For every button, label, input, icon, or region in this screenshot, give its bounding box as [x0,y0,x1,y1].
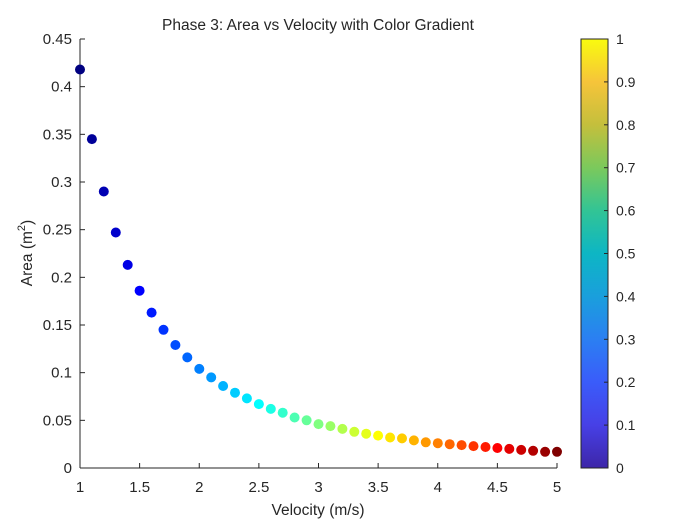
x-axis-ticks: 1 1.5 2 2.5 3 3.5 4 4.5 5 [76,463,561,496]
colorbar-tick-label: 0.6 [616,203,636,219]
colorbar-ticks: 0 0.1 0.2 0.3 0.4 0.5 0.6 0.7 0.8 0.9 1 [604,31,636,476]
data-point [277,407,288,418]
data-point [218,381,229,391]
data-point [480,442,491,452]
data-point [444,439,455,450]
x-tick-label: 2 [195,479,203,496]
colorbar-tick-label: 1 [616,31,624,47]
data-point [432,438,443,449]
data-point [492,443,503,453]
data-point [528,445,539,456]
data-point [361,428,372,439]
data-point [349,426,360,437]
y-axis-ticks: 0 0.05 0.1 0.15 0.2 0.25 0.3 0.35 0.4 0.45 [43,31,85,477]
y-tick-label: 0.2 [51,269,72,286]
x-tick-label: 1 [76,479,84,496]
colorbar: 0 0.1 0.2 0.3 0.4 0.5 0.6 0.7 0.8 0.9 1 [580,31,636,476]
y-axis-label: Area (m2) [16,220,36,286]
data-point [206,372,217,383]
data-point [397,433,407,444]
data-point [385,432,396,443]
y-axis-label-text: Area (m [19,231,36,286]
x-tick-label: 1.5 [129,479,150,496]
data-point [540,446,551,457]
y-tick-label: 0.15 [43,317,72,334]
data-point [516,444,527,455]
x-tick-label: 4 [434,479,442,496]
colorbar-tick-label: 0.9 [616,74,636,90]
data-point [420,437,431,448]
colorbar-tick-label: 0.3 [616,331,636,347]
data-point [75,64,85,75]
data-points [75,64,562,457]
data-point [325,421,336,432]
y-axis-label-end: ) [19,220,36,225]
data-point [253,399,264,410]
data-point [182,352,193,363]
data-point [468,441,479,452]
data-point [552,446,562,457]
data-point [313,419,324,430]
data-point [408,435,419,446]
y-tick-label: 0.3 [51,174,72,191]
data-point [98,186,109,197]
data-point [289,412,300,423]
x-tick-label: 5 [553,479,561,496]
chart-title: Phase 3: Area vs Velocity with Color Gra… [162,17,475,34]
data-point [456,440,467,451]
y-tick-label: 0.45 [43,31,72,48]
x-tick-label: 4.5 [487,479,508,496]
colorbar-tick-label: 0.8 [616,117,636,133]
colorbar-gradient [580,38,609,469]
x-axis-label: Velocity (m/s) [271,502,364,519]
x-tick-label: 3 [314,479,322,496]
y-tick-label: 0.4 [51,79,72,96]
y-tick-label: 0.25 [43,222,72,239]
data-point [373,430,384,441]
data-point [146,307,157,318]
colorbar-tick-label: 0.5 [616,246,636,262]
data-point [194,363,205,374]
data-point [265,403,276,414]
data-point [158,324,169,335]
data-point [230,387,240,398]
colorbar-tick-label: 0.2 [616,374,636,390]
data-point [134,285,145,296]
y-tick-label: 0.1 [51,365,72,382]
data-point [170,340,181,350]
x-tick-label: 2.5 [248,479,269,496]
data-point [504,443,515,454]
colorbar-tick-label: 0 [616,460,624,476]
y-tick-label: 0.05 [43,412,72,429]
plot-axes [79,39,557,469]
data-point [122,259,133,270]
colorbar-tick-label: 0.4 [616,288,636,304]
data-point [301,415,312,426]
data-point [241,393,252,404]
data-point [337,423,348,434]
data-point [86,134,97,145]
colorbar-tick-label: 0.7 [616,160,636,176]
y-axis-label-superscript: 2 [16,225,28,231]
y-tick-label: 0.35 [43,126,72,143]
data-point [110,227,121,238]
colorbar-tick-label: 0.1 [616,417,636,433]
y-tick-label: 0 [64,460,72,477]
x-tick-label: 3.5 [368,479,389,496]
